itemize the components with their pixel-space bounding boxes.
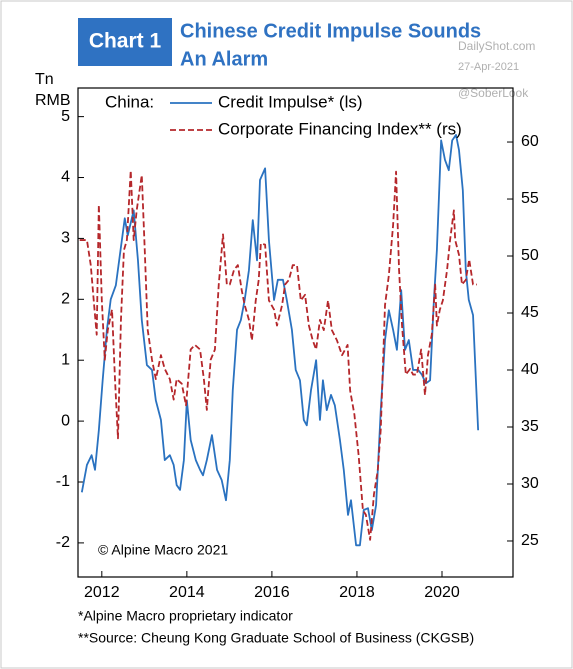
- badge-box: [78, 18, 172, 66]
- y-tick-label: 3: [61, 230, 70, 247]
- y2-tick-label: 55: [521, 190, 539, 207]
- y2-tick-label: 30: [521, 475, 539, 492]
- x-tick-label: 2020: [424, 584, 460, 601]
- y2-tick-label: 40: [521, 361, 539, 378]
- legend-label: Credit Impulse* (ls): [218, 92, 363, 111]
- x-tick-label: 2012: [84, 584, 120, 601]
- legend-title: China:: [105, 92, 154, 111]
- y-tick-label: 1: [61, 351, 70, 368]
- y2-tick-label: 25: [521, 532, 539, 549]
- y2-tick-label: 35: [521, 418, 539, 435]
- title: Chinese Credit Impulse Sounds: [180, 20, 481, 42]
- y-tick-label: 5: [61, 108, 70, 125]
- y-axis-label: Tn: [35, 71, 54, 88]
- y-tick-label: 0: [61, 412, 70, 429]
- watermark: 27-Apr-2021: [458, 61, 519, 73]
- y-tick-label: -1: [56, 473, 70, 490]
- plot-border: [77, 87, 514, 578]
- y2-tick-label: 60: [521, 133, 539, 150]
- y2-tick-label: 45: [521, 304, 539, 321]
- legend-label: Corporate Financing Index** (rs): [218, 119, 462, 138]
- title: An Alarm: [180, 48, 268, 70]
- copyright: © Alpine Macro 2021: [98, 542, 228, 558]
- series-line: [79, 169, 477, 541]
- badge: Chart 1: [89, 30, 162, 53]
- watermark: @SoberLook: [458, 86, 529, 100]
- watermark: DailyShot.com: [458, 39, 535, 53]
- x-tick-label: 2014: [169, 584, 205, 601]
- x-tick-label: 2016: [254, 584, 290, 601]
- y-tick-label: -2: [56, 534, 70, 551]
- y2-tick-label: 50: [521, 247, 539, 264]
- y-tick-label: 2: [61, 291, 70, 308]
- footnote: **Source: Cheung Kong Graduate School of…: [78, 630, 474, 646]
- x-tick-label: 2018: [339, 584, 375, 601]
- y-tick-label: 4: [61, 169, 70, 186]
- y-axis-label: RMB: [35, 92, 71, 109]
- footnote: *Alpine Macro proprietary indicator: [78, 608, 293, 624]
